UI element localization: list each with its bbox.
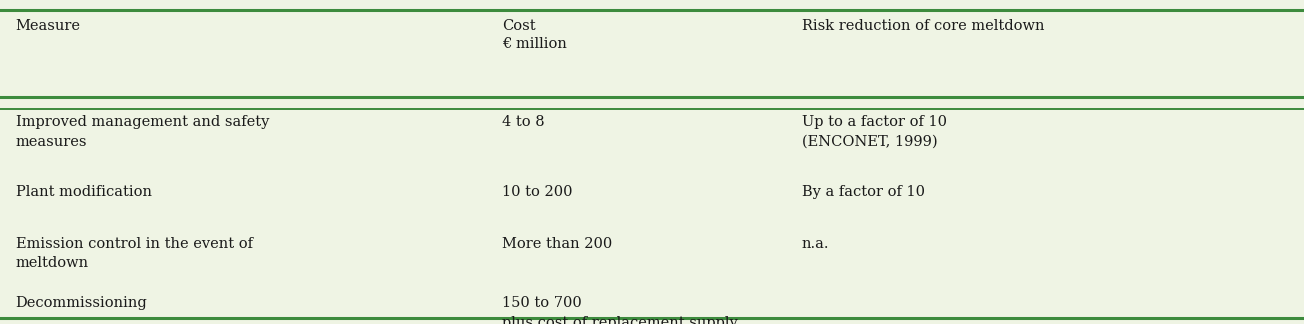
Text: Risk reduction of core meltdown: Risk reduction of core meltdown: [802, 19, 1045, 33]
Text: Up to a factor of 10
(ENCONET, 1999): Up to a factor of 10 (ENCONET, 1999): [802, 115, 947, 148]
Text: n.a.: n.a.: [802, 237, 829, 250]
Text: Plant modification: Plant modification: [16, 185, 151, 199]
Text: Emission control in the event of
meltdown: Emission control in the event of meltdow…: [16, 237, 253, 270]
Text: By a factor of 10: By a factor of 10: [802, 185, 925, 199]
Text: 150 to 700
plus cost of replacement supply: 150 to 700 plus cost of replacement supp…: [502, 296, 738, 324]
Text: 4 to 8: 4 to 8: [502, 115, 545, 129]
Text: Measure: Measure: [16, 19, 81, 33]
Text: Decommissioning: Decommissioning: [16, 296, 147, 310]
Text: Cost
€ million: Cost € million: [502, 19, 567, 51]
Text: More than 200: More than 200: [502, 237, 613, 250]
Text: 10 to 200: 10 to 200: [502, 185, 572, 199]
Text: Improved management and safety
measures: Improved management and safety measures: [16, 115, 269, 148]
